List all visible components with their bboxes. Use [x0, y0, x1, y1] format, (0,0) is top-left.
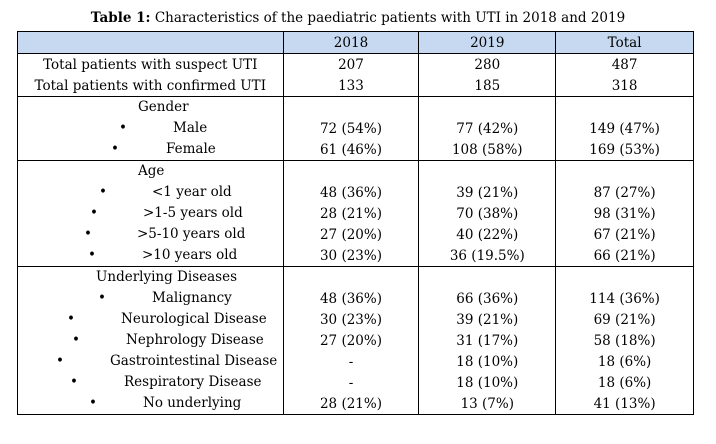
- cell-2019: 70 (38%): [418, 203, 557, 224]
- row-label: <1 year old: [152, 184, 232, 200]
- header-cell-label: [17, 31, 284, 54]
- row-label: >10 years old: [142, 247, 238, 263]
- table-row: • Respiratory Disease - 18 (10%) 18 (6%): [17, 372, 694, 393]
- cell-2018: -: [282, 372, 420, 393]
- bullet-icon: •: [98, 290, 106, 306]
- header-cell-total: Total: [555, 31, 694, 54]
- cell-total: 18 (6%): [555, 351, 694, 372]
- row-label: Total patients with confirmed UTI: [17, 75, 284, 97]
- cell-2019: 36 (19.5%): [418, 245, 557, 267]
- cell-total: 67 (21%): [555, 224, 694, 245]
- row-label: Gastrointestinal Disease: [110, 353, 278, 369]
- section-header-row: Gender: [17, 96, 694, 118]
- header-cell-2018: 2018: [282, 31, 420, 54]
- table-row: • Neurological Disease 30 (23%) 39 (21%) …: [17, 309, 694, 330]
- cell-2018: 28 (21%): [282, 203, 420, 224]
- table-row: • Female 61 (46%) 108 (58%) 169 (53%): [17, 139, 694, 161]
- table-caption-prefix: Table 1:: [90, 10, 151, 26]
- cell-2019: 31 (17%): [418, 330, 557, 351]
- cell-total: 18 (6%): [555, 372, 694, 393]
- table-row: • >10 years old 30 (23%) 36 (19.5%) 66 (2…: [17, 245, 694, 267]
- bullet-icon: •: [89, 395, 97, 411]
- table-row: • >5-10 years old 27 (20%) 40 (22%) 67 (2…: [17, 224, 694, 245]
- cell-2018: 30 (23%): [282, 245, 420, 267]
- table-caption: Table 1: Characteristics of the paediatr…: [0, 9, 716, 27]
- header-row: 2018 2019 Total: [17, 31, 694, 54]
- row-label: Neurological Disease: [121, 311, 267, 327]
- table-row: • No underlying 28 (21%) 13 (7%) 41 (13%): [17, 393, 694, 415]
- cell-2018: 133: [282, 75, 420, 97]
- cell-2019: 18 (10%): [418, 372, 557, 393]
- cell-total: 169 (53%): [555, 139, 694, 161]
- cell-total: 149 (47%): [555, 118, 694, 139]
- table-row: • <1 year old 48 (36%) 39 (21%) 87 (27%): [17, 182, 694, 203]
- cell-total: 114 (36%): [555, 288, 694, 309]
- row-label: Malignancy: [152, 290, 232, 306]
- cell-2018: 27 (20%): [282, 330, 420, 351]
- section-header-row: Age: [17, 160, 694, 182]
- cell-total: 58 (18%): [555, 330, 694, 351]
- bullet-icon: •: [56, 353, 64, 369]
- cell-2019: 40 (22%): [418, 224, 557, 245]
- table-row: Total patients with confirmed UTI 133 18…: [17, 75, 694, 97]
- characteristics-table: 2018 2019 Total Total patients with susp…: [17, 31, 694, 415]
- bullet-icon: •: [90, 205, 98, 221]
- cell-2019: 66 (36%): [418, 288, 557, 309]
- cell-2018: 61 (46%): [282, 139, 420, 161]
- cell-2018: 207: [282, 53, 420, 75]
- cell-total: 98 (31%): [555, 203, 694, 224]
- cell-2018: 30 (23%): [282, 309, 420, 330]
- cell-2019: 13 (7%): [418, 393, 557, 415]
- cell-2019: 18 (10%): [418, 351, 557, 372]
- cell-total: 487: [555, 53, 694, 75]
- bullet-icon: •: [67, 311, 75, 327]
- bullet-icon: •: [88, 247, 96, 263]
- row-label: Total patients with suspect UTI: [17, 53, 284, 75]
- cell-2018: 48 (36%): [282, 288, 420, 309]
- cell-2019: 39 (21%): [418, 182, 557, 203]
- table-row: • Male 72 (54%) 77 (42%) 149 (47%): [17, 118, 694, 139]
- row-label: No underlying: [143, 395, 242, 411]
- bullet-icon: •: [119, 120, 127, 136]
- bullet-icon: •: [111, 141, 119, 157]
- table-row: Total patients with suspect UTI 207 280 …: [17, 53, 694, 75]
- cell-2019: 108 (58%): [418, 139, 557, 161]
- section-title-age: Age: [138, 163, 165, 179]
- cell-2019: 185: [418, 75, 557, 97]
- cell-2019: 280: [418, 53, 557, 75]
- cell-total: 318: [555, 75, 694, 97]
- header-cell-2019: 2019: [418, 31, 557, 54]
- bullet-icon: •: [70, 374, 78, 390]
- row-label: >1-5 years old: [143, 205, 243, 221]
- section-title-underlying-diseases: Underlying Diseases: [96, 269, 237, 285]
- section-title-gender: Gender: [138, 99, 189, 115]
- cell-total: 87 (27%): [555, 182, 694, 203]
- table-caption-text: Characteristics of the paediatric patien…: [150, 10, 626, 26]
- cell-2018: -: [282, 351, 420, 372]
- cell-total: 41 (13%): [555, 393, 694, 415]
- cell-2018: 48 (36%): [282, 182, 420, 203]
- row-label: Nephrology Disease: [126, 332, 264, 348]
- cell-2019: 39 (21%): [418, 309, 557, 330]
- row-label: Male: [173, 120, 208, 136]
- bullet-icon: •: [72, 332, 80, 348]
- row-label: Respiratory Disease: [124, 374, 262, 390]
- cell-2018: 28 (21%): [282, 393, 420, 415]
- cell-2018: 27 (20%): [282, 224, 420, 245]
- table-row: • Nephrology Disease 27 (20%) 31 (17%) 58…: [17, 330, 694, 351]
- bullet-icon: •: [84, 226, 92, 242]
- cell-2018: 72 (54%): [282, 118, 420, 139]
- row-label: >5-10 years old: [137, 226, 246, 242]
- row-label: Female: [166, 141, 216, 157]
- cell-2019: 77 (42%): [418, 118, 557, 139]
- cell-total: 66 (21%): [555, 245, 694, 267]
- table-row: • Gastrointestinal Disease - 18 (10%) 18 …: [17, 351, 694, 372]
- table-row: • Malignancy 48 (36%) 66 (36%) 114 (36%): [17, 288, 694, 309]
- bullet-icon: •: [99, 184, 107, 200]
- cell-total: 69 (21%): [555, 309, 694, 330]
- section-header-row: Underlying Diseases: [17, 266, 694, 288]
- table-row: • >1-5 years old 28 (21%) 70 (38%) 98 (31…: [17, 203, 694, 224]
